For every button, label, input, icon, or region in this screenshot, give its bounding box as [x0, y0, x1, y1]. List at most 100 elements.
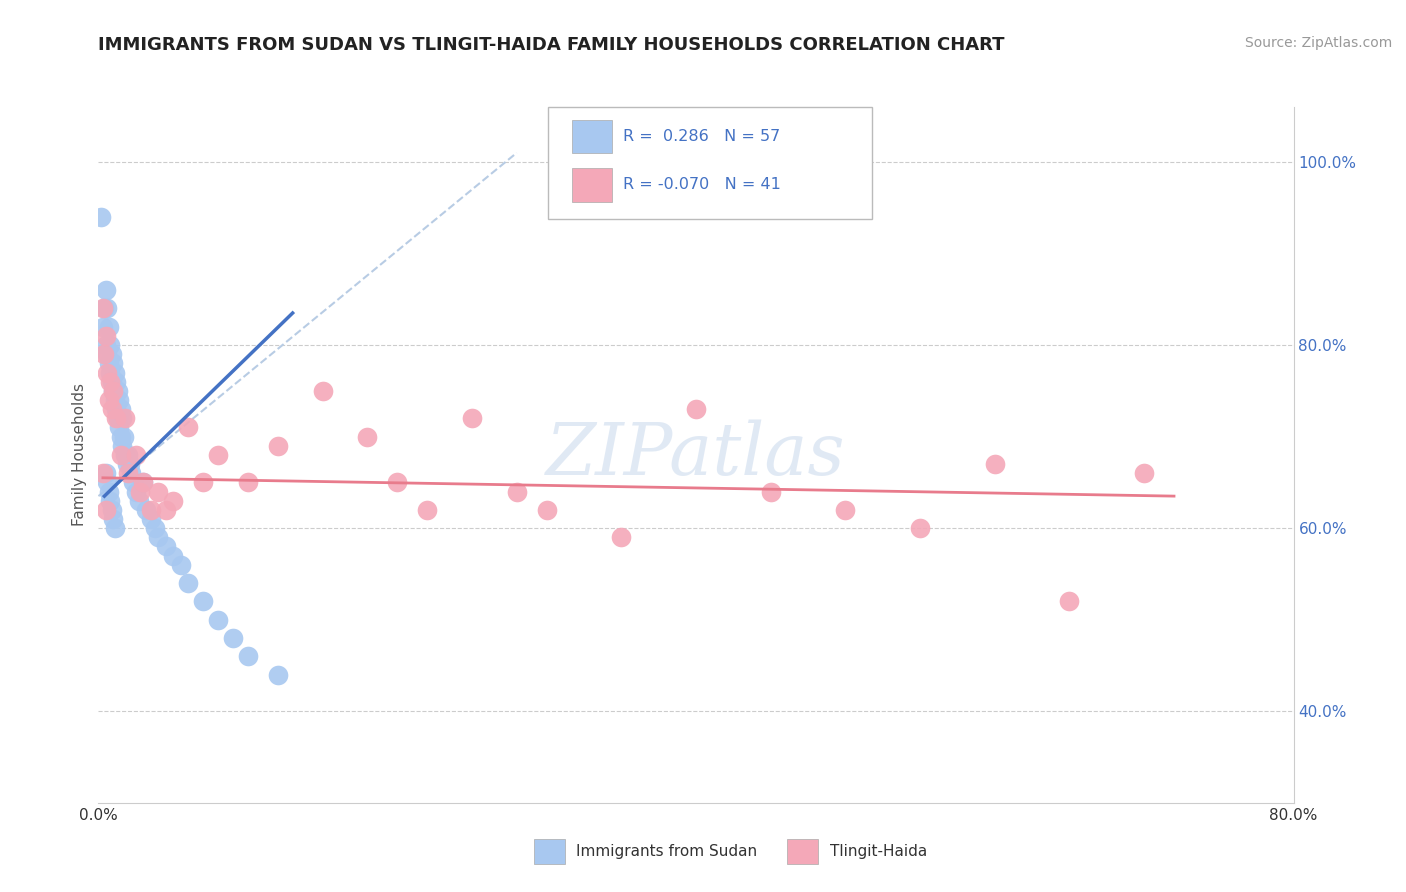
Point: [506, 484, 529, 499]
Point: [108, 420, 131, 434]
Point: [908, 521, 931, 535]
Point: [162, 549, 184, 563]
Point: [177, 576, 200, 591]
Point: [107, 411, 129, 425]
Point: [461, 411, 484, 425]
Point: [155, 540, 177, 554]
Point: [94, 283, 117, 297]
Point: [93, 347, 115, 361]
Point: [100, 338, 122, 352]
Point: [128, 493, 150, 508]
Point: [236, 475, 259, 490]
Point: [110, 429, 132, 443]
Point: [222, 631, 245, 645]
Point: [96, 301, 118, 316]
Point: [1059, 594, 1081, 608]
Point: [97, 484, 120, 499]
Point: [148, 530, 170, 544]
Point: [91, 467, 114, 481]
Point: [143, 521, 166, 535]
Point: [132, 475, 155, 490]
Point: [104, 366, 127, 380]
Point: [267, 439, 290, 453]
Point: [118, 457, 141, 471]
Point: [114, 448, 136, 462]
Text: ZIPatlas: ZIPatlas: [546, 419, 846, 491]
Point: [107, 384, 129, 398]
Point: [267, 667, 290, 681]
Text: IMMIGRANTS FROM SUDAN VS TLINGIT-HAIDA FAMILY HOUSEHOLDS CORRELATION CHART: IMMIGRANTS FROM SUDAN VS TLINGIT-HAIDA F…: [98, 36, 1005, 54]
Point: [610, 530, 633, 544]
Point: [110, 402, 132, 417]
Text: R = -0.070   N = 41: R = -0.070 N = 41: [623, 178, 780, 192]
Point: [105, 402, 128, 417]
Point: [108, 392, 131, 407]
Point: [132, 475, 155, 490]
Point: [121, 475, 143, 490]
Point: [834, 503, 856, 517]
Point: [101, 347, 124, 361]
Point: [148, 484, 170, 499]
Point: [90, 210, 112, 224]
Text: Immigrants from Sudan: Immigrants from Sudan: [576, 845, 758, 859]
Point: [101, 503, 124, 517]
Text: Source: ZipAtlas.com: Source: ZipAtlas.com: [1244, 36, 1392, 50]
Point: [93, 301, 115, 316]
Point: [105, 375, 128, 389]
Point: [236, 649, 259, 664]
Point: [94, 329, 117, 343]
Point: [111, 439, 134, 453]
Point: [117, 467, 139, 481]
Point: [96, 475, 118, 490]
Text: R =  0.286   N = 57: R = 0.286 N = 57: [623, 129, 780, 144]
Point: [100, 493, 122, 508]
Point: [117, 448, 139, 462]
Y-axis label: Family Households: Family Households: [72, 384, 87, 526]
Point: [103, 512, 125, 526]
Point: [356, 429, 378, 443]
Point: [91, 319, 114, 334]
Point: [91, 301, 114, 316]
Point: [111, 411, 134, 425]
Point: [101, 375, 124, 389]
Point: [105, 411, 128, 425]
Point: [139, 503, 162, 517]
Point: [94, 338, 117, 352]
Point: [311, 384, 333, 398]
Point: [191, 594, 214, 608]
Point: [115, 457, 138, 471]
Point: [984, 457, 1007, 471]
Point: [416, 503, 439, 517]
Point: [191, 475, 214, 490]
Point: [103, 384, 125, 398]
Point: [1133, 467, 1156, 481]
Point: [125, 484, 148, 499]
Point: [536, 503, 558, 517]
Point: [120, 467, 142, 481]
Text: Tlingit-Haida: Tlingit-Haida: [830, 845, 927, 859]
Point: [104, 392, 127, 407]
Point: [97, 392, 120, 407]
Point: [155, 503, 177, 517]
Point: [96, 366, 118, 380]
Point: [103, 356, 125, 370]
Point: [207, 448, 229, 462]
Point: [97, 356, 120, 370]
Point: [100, 375, 122, 389]
Point: [96, 347, 118, 361]
Point: [100, 366, 122, 380]
Point: [104, 521, 127, 535]
Point: [162, 493, 184, 508]
Point: [169, 558, 191, 572]
Point: [94, 467, 117, 481]
Point: [685, 402, 707, 417]
Point: [177, 420, 200, 434]
Point: [97, 319, 120, 334]
Point: [94, 503, 117, 517]
Point: [135, 503, 157, 517]
Point: [103, 384, 125, 398]
Point: [114, 411, 136, 425]
Point: [125, 448, 148, 462]
Point: [759, 484, 782, 499]
Point: [101, 402, 124, 417]
